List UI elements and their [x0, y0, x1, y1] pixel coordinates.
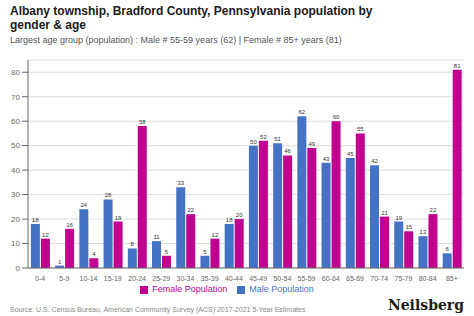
svg-text:46: 46 [284, 148, 291, 154]
svg-text:22: 22 [187, 207, 194, 213]
svg-text:35-39: 35-39 [201, 275, 219, 282]
svg-text:12: 12 [42, 232, 49, 238]
svg-text:80: 80 [11, 68, 20, 77]
svg-text:22: 22 [430, 207, 437, 213]
svg-text:45: 45 [347, 151, 354, 157]
svg-text:0: 0 [16, 264, 21, 273]
svg-text:70: 70 [11, 93, 20, 102]
svg-text:16: 16 [66, 222, 73, 228]
svg-text:43: 43 [323, 156, 330, 162]
svg-text:25-29: 25-29 [152, 275, 170, 282]
svg-text:15: 15 [405, 224, 412, 230]
svg-text:12: 12 [212, 232, 219, 238]
svg-text:62: 62 [299, 109, 306, 115]
svg-text:30: 30 [11, 190, 20, 199]
svg-text:20-24: 20-24 [128, 275, 146, 282]
svg-text:10: 10 [11, 239, 20, 248]
svg-text:42: 42 [371, 158, 378, 164]
svg-text:50: 50 [250, 139, 257, 145]
svg-text:30-34: 30-34 [176, 275, 194, 282]
svg-text:45-49: 45-49 [249, 275, 267, 282]
svg-text:75-79: 75-79 [394, 275, 412, 282]
svg-text:21: 21 [381, 210, 388, 216]
html-text:Neilsberg: Neilsberg [387, 297, 464, 313]
svg-text:51: 51 [274, 136, 281, 142]
svg-text:58: 58 [139, 119, 146, 125]
svg-text:60: 60 [333, 114, 340, 120]
svg-text:28: 28 [105, 192, 112, 198]
svg-text:80-84: 80-84 [419, 275, 437, 282]
svg-text:20: 20 [11, 215, 20, 224]
svg-text:55: 55 [357, 126, 364, 132]
svg-text:6: 6 [446, 246, 450, 252]
svg-text:50: 50 [11, 141, 20, 150]
svg-text:18: 18 [32, 217, 39, 223]
html-text:gender & age: gender & age [10, 18, 86, 32]
svg-text:1: 1 [58, 259, 62, 265]
html-text:Source: U.S. Census Bureau, Am: Source: U.S. Census Bureau, American Com… [10, 306, 306, 313]
svg-text:4: 4 [92, 251, 96, 257]
svg-text:20: 20 [236, 212, 243, 218]
svg-text:5: 5 [203, 249, 207, 255]
svg-text:60: 60 [11, 117, 20, 126]
svg-text:19: 19 [395, 215, 402, 221]
svg-text:40: 40 [11, 166, 20, 175]
svg-text:49: 49 [309, 141, 316, 147]
html-text:Male Population: Male Population [249, 284, 314, 294]
svg-text:60-64: 60-64 [322, 275, 340, 282]
svg-text:5: 5 [165, 249, 169, 255]
svg-text:10-14: 10-14 [80, 275, 98, 282]
svg-text:19: 19 [115, 215, 122, 221]
html-text:Largest age group (population): Largest age group (population) : Male # … [10, 35, 342, 45]
svg-text:81: 81 [454, 63, 461, 69]
svg-text:65-69: 65-69 [346, 275, 364, 282]
svg-text:11: 11 [153, 234, 160, 240]
svg-text:8: 8 [131, 241, 135, 247]
svg-text:24: 24 [81, 202, 88, 208]
svg-text:0-4: 0-4 [35, 275, 45, 282]
svg-text:50-54: 50-54 [273, 275, 291, 282]
html-text:Female Population: Female Population [152, 284, 228, 294]
svg-text:18: 18 [226, 217, 233, 223]
svg-text:52: 52 [260, 134, 267, 140]
html-text:Albany township, Bradford Coun: Albany township, Bradford County, Pennsy… [10, 4, 373, 18]
svg-text:15-19: 15-19 [104, 275, 122, 282]
svg-text:85+: 85+ [446, 275, 458, 282]
svg-text:40-44: 40-44 [225, 275, 243, 282]
svg-text:13: 13 [420, 229, 427, 235]
svg-text:33: 33 [177, 180, 184, 186]
svg-text:70-74: 70-74 [370, 275, 388, 282]
svg-text:55-59: 55-59 [298, 275, 316, 282]
svg-text:5-9: 5-9 [59, 275, 69, 282]
